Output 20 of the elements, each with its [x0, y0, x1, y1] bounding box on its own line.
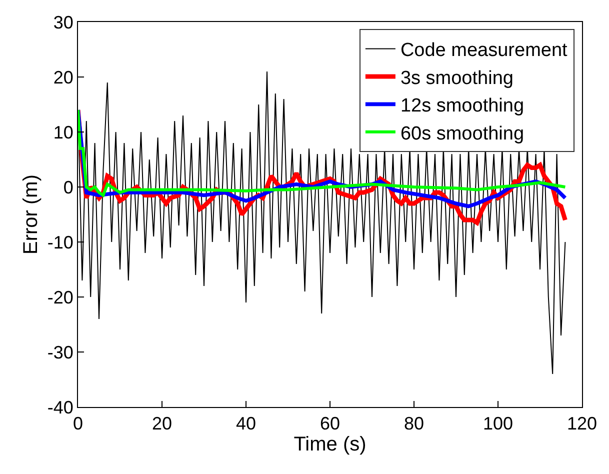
x-tick-label: 120 — [566, 414, 598, 434]
legend-label: 3s smoothing — [400, 68, 514, 89]
y-tick-label: 20 — [53, 67, 74, 88]
y-axis-title: Error (m) — [20, 174, 42, 254]
y-tick-label: -20 — [47, 287, 74, 308]
legend-label: Code measurement — [400, 40, 568, 62]
x-tick-label: 80 — [404, 414, 424, 434]
y-tick-label: 30 — [53, 12, 74, 32]
x-tick-label: 60 — [320, 414, 340, 434]
legend-label: 60s smoothing — [400, 123, 524, 144]
legend-label: 12s smoothing — [400, 96, 524, 117]
y-tick-label: -30 — [47, 342, 74, 362]
y-tick-label: -40 — [47, 397, 74, 418]
y-tick-label: 10 — [53, 122, 74, 142]
x-tick-label: 20 — [152, 414, 172, 434]
x-tick-label: 100 — [482, 414, 514, 434]
x-tick-label: 40 — [236, 414, 256, 434]
y-tick-label: 0 — [63, 177, 74, 198]
y-tick-label: -10 — [47, 232, 74, 252]
x-axis-title: Time (s) — [294, 434, 366, 456]
